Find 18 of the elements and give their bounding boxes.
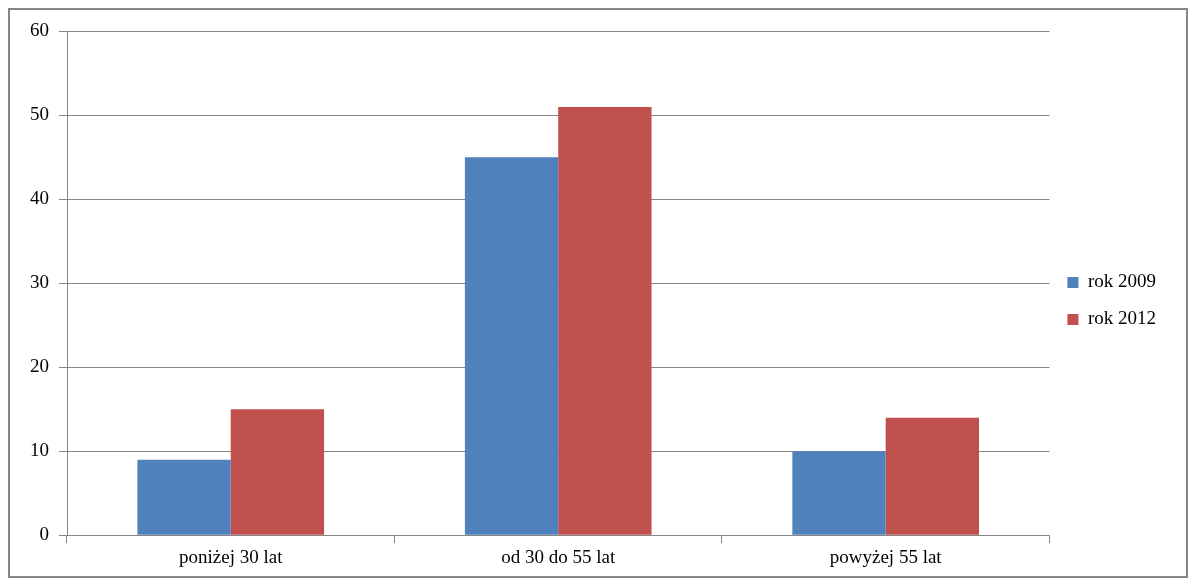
x-tick-label: powyżej 55 lat (829, 545, 943, 567)
bar (885, 417, 980, 535)
legend-label: rok 2012 (1087, 307, 1156, 329)
y-tick-label: 50 (30, 103, 49, 125)
y-tick-label: 20 (30, 355, 49, 377)
y-tick-label: 0 (39, 523, 49, 545)
y-tick-label: 30 (30, 271, 49, 293)
bar (230, 409, 325, 535)
bar (137, 459, 231, 535)
bar (792, 451, 886, 535)
x-tick-label: poniżej 30 lat (179, 545, 284, 567)
y-tick-label: 60 (30, 19, 49, 41)
legend-label: rok 2009 (1087, 270, 1156, 292)
bar (464, 157, 559, 535)
x-tick-label: od 30 do 55 lat (501, 545, 616, 567)
y-tick-label: 40 (30, 187, 49, 209)
y-tick-label: 10 (30, 439, 49, 461)
bar (558, 106, 652, 535)
